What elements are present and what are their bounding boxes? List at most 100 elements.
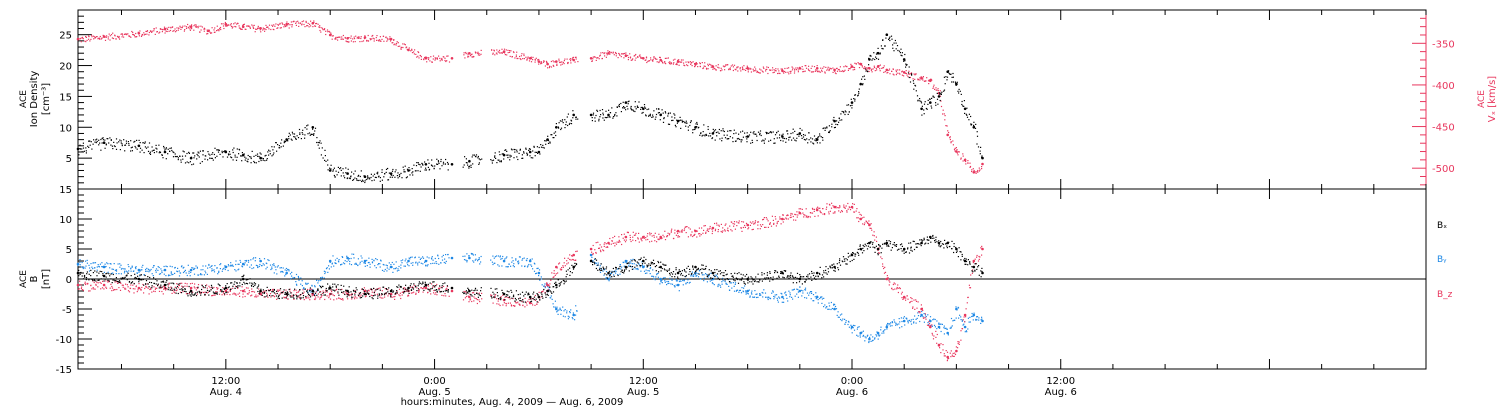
scatter-dot bbox=[721, 224, 722, 225]
scatter-dot bbox=[255, 31, 256, 32]
scatter-dot bbox=[653, 56, 654, 57]
scatter-dot bbox=[403, 291, 404, 292]
scatter-dot bbox=[311, 289, 312, 290]
scatter-dot bbox=[128, 270, 129, 271]
scatter-dot bbox=[187, 286, 188, 287]
scatter-dot bbox=[829, 309, 830, 310]
scatter-dot bbox=[921, 102, 922, 103]
scatter-dot bbox=[154, 28, 155, 29]
scatter-dot bbox=[475, 259, 476, 260]
scatter-dot bbox=[276, 299, 277, 300]
scatter-dot bbox=[313, 294, 314, 295]
data-point bbox=[590, 57, 593, 60]
scatter-dot bbox=[835, 206, 836, 207]
scatter-dot bbox=[649, 115, 650, 116]
scatter-dot bbox=[342, 168, 343, 169]
scatter-dot bbox=[545, 144, 546, 145]
scatter-dot bbox=[250, 259, 251, 260]
scatter-dot bbox=[191, 267, 192, 268]
scatter-dot bbox=[501, 49, 502, 50]
scatter-dot bbox=[784, 71, 785, 72]
scatter-dot bbox=[637, 57, 638, 58]
scatter-dot bbox=[576, 117, 577, 118]
scatter-dot bbox=[517, 159, 518, 160]
scatter-dot bbox=[755, 70, 756, 71]
scatter-dot bbox=[969, 317, 970, 318]
scatter-dot bbox=[746, 138, 747, 139]
scatter-dot bbox=[252, 291, 253, 292]
scatter-dot bbox=[348, 37, 349, 38]
scatter-dot bbox=[506, 303, 507, 304]
scatter-dot bbox=[137, 149, 138, 150]
scatter-dot bbox=[387, 39, 388, 40]
scatter-dot bbox=[959, 89, 960, 90]
scatter-dot bbox=[342, 299, 343, 300]
scatter-dot bbox=[440, 161, 441, 162]
scatter-dot bbox=[883, 48, 884, 49]
scatter-dot bbox=[814, 135, 815, 136]
scatter-dot bbox=[508, 266, 509, 267]
scatter-dot bbox=[632, 259, 633, 260]
scatter-dot bbox=[561, 310, 562, 311]
scatter-dot bbox=[534, 305, 535, 306]
scatter-dot bbox=[427, 292, 428, 293]
scatter-dot bbox=[853, 98, 854, 99]
scatter-dot bbox=[790, 215, 791, 216]
scatter-dot bbox=[879, 65, 880, 66]
scatter-dot bbox=[417, 264, 418, 265]
scatter-dot bbox=[469, 257, 470, 258]
scatter-dot bbox=[674, 117, 675, 118]
scatter-dot bbox=[775, 218, 776, 219]
scatter-dot bbox=[247, 264, 248, 265]
scatter-dot bbox=[162, 157, 163, 158]
scatter-dot bbox=[811, 293, 812, 294]
scatter-dot bbox=[179, 285, 180, 286]
scatter-dot bbox=[665, 282, 666, 283]
scatter-dot bbox=[294, 277, 295, 278]
scatter-dot bbox=[110, 288, 111, 289]
scatter-dot bbox=[896, 288, 897, 289]
scatter-dot bbox=[648, 109, 649, 110]
scatter-dot bbox=[966, 115, 967, 116]
scatter-dot bbox=[268, 28, 269, 29]
scatter-dot bbox=[705, 233, 706, 234]
scatter-dot bbox=[115, 289, 116, 290]
scatter-dot bbox=[93, 288, 94, 289]
scatter-dot bbox=[344, 177, 345, 178]
scatter-dot bbox=[825, 128, 826, 129]
scatter-dot bbox=[757, 297, 758, 298]
scatter-dot bbox=[511, 156, 512, 157]
scatter-dot bbox=[512, 257, 513, 258]
scatter-dot bbox=[664, 236, 665, 237]
scatter-dot bbox=[862, 66, 863, 67]
scatter-dot bbox=[625, 52, 626, 53]
scatter-dot bbox=[773, 131, 774, 132]
scatter-dot bbox=[463, 299, 464, 300]
scatter-dot bbox=[218, 29, 219, 30]
scatter-dot bbox=[133, 292, 134, 293]
scatter-dot bbox=[638, 101, 639, 102]
scatter-dot bbox=[941, 94, 942, 95]
scatter-dot bbox=[379, 287, 380, 288]
scatter-dot bbox=[760, 224, 761, 225]
scatter-dot bbox=[779, 298, 780, 299]
scatter-dot bbox=[242, 286, 243, 287]
scatter-dot bbox=[614, 245, 615, 246]
scatter-dot bbox=[122, 143, 123, 144]
scatter-dot bbox=[142, 265, 143, 266]
scatter-dot bbox=[891, 325, 892, 326]
scatter-dot bbox=[136, 266, 137, 267]
scatter-dot bbox=[634, 235, 635, 236]
scatter-dot bbox=[153, 291, 154, 292]
scatter-dot bbox=[783, 71, 784, 72]
scatter-dot bbox=[245, 291, 246, 292]
scatter-dot bbox=[523, 54, 524, 55]
scatter-dot bbox=[100, 150, 101, 151]
scatter-dot bbox=[651, 117, 652, 118]
scatter-dot bbox=[416, 170, 417, 171]
scatter-dot bbox=[251, 295, 252, 296]
scatter-dot bbox=[85, 266, 86, 267]
scatter-dot bbox=[139, 35, 140, 36]
scatter-dot bbox=[876, 335, 877, 336]
scatter-dot bbox=[943, 110, 944, 111]
